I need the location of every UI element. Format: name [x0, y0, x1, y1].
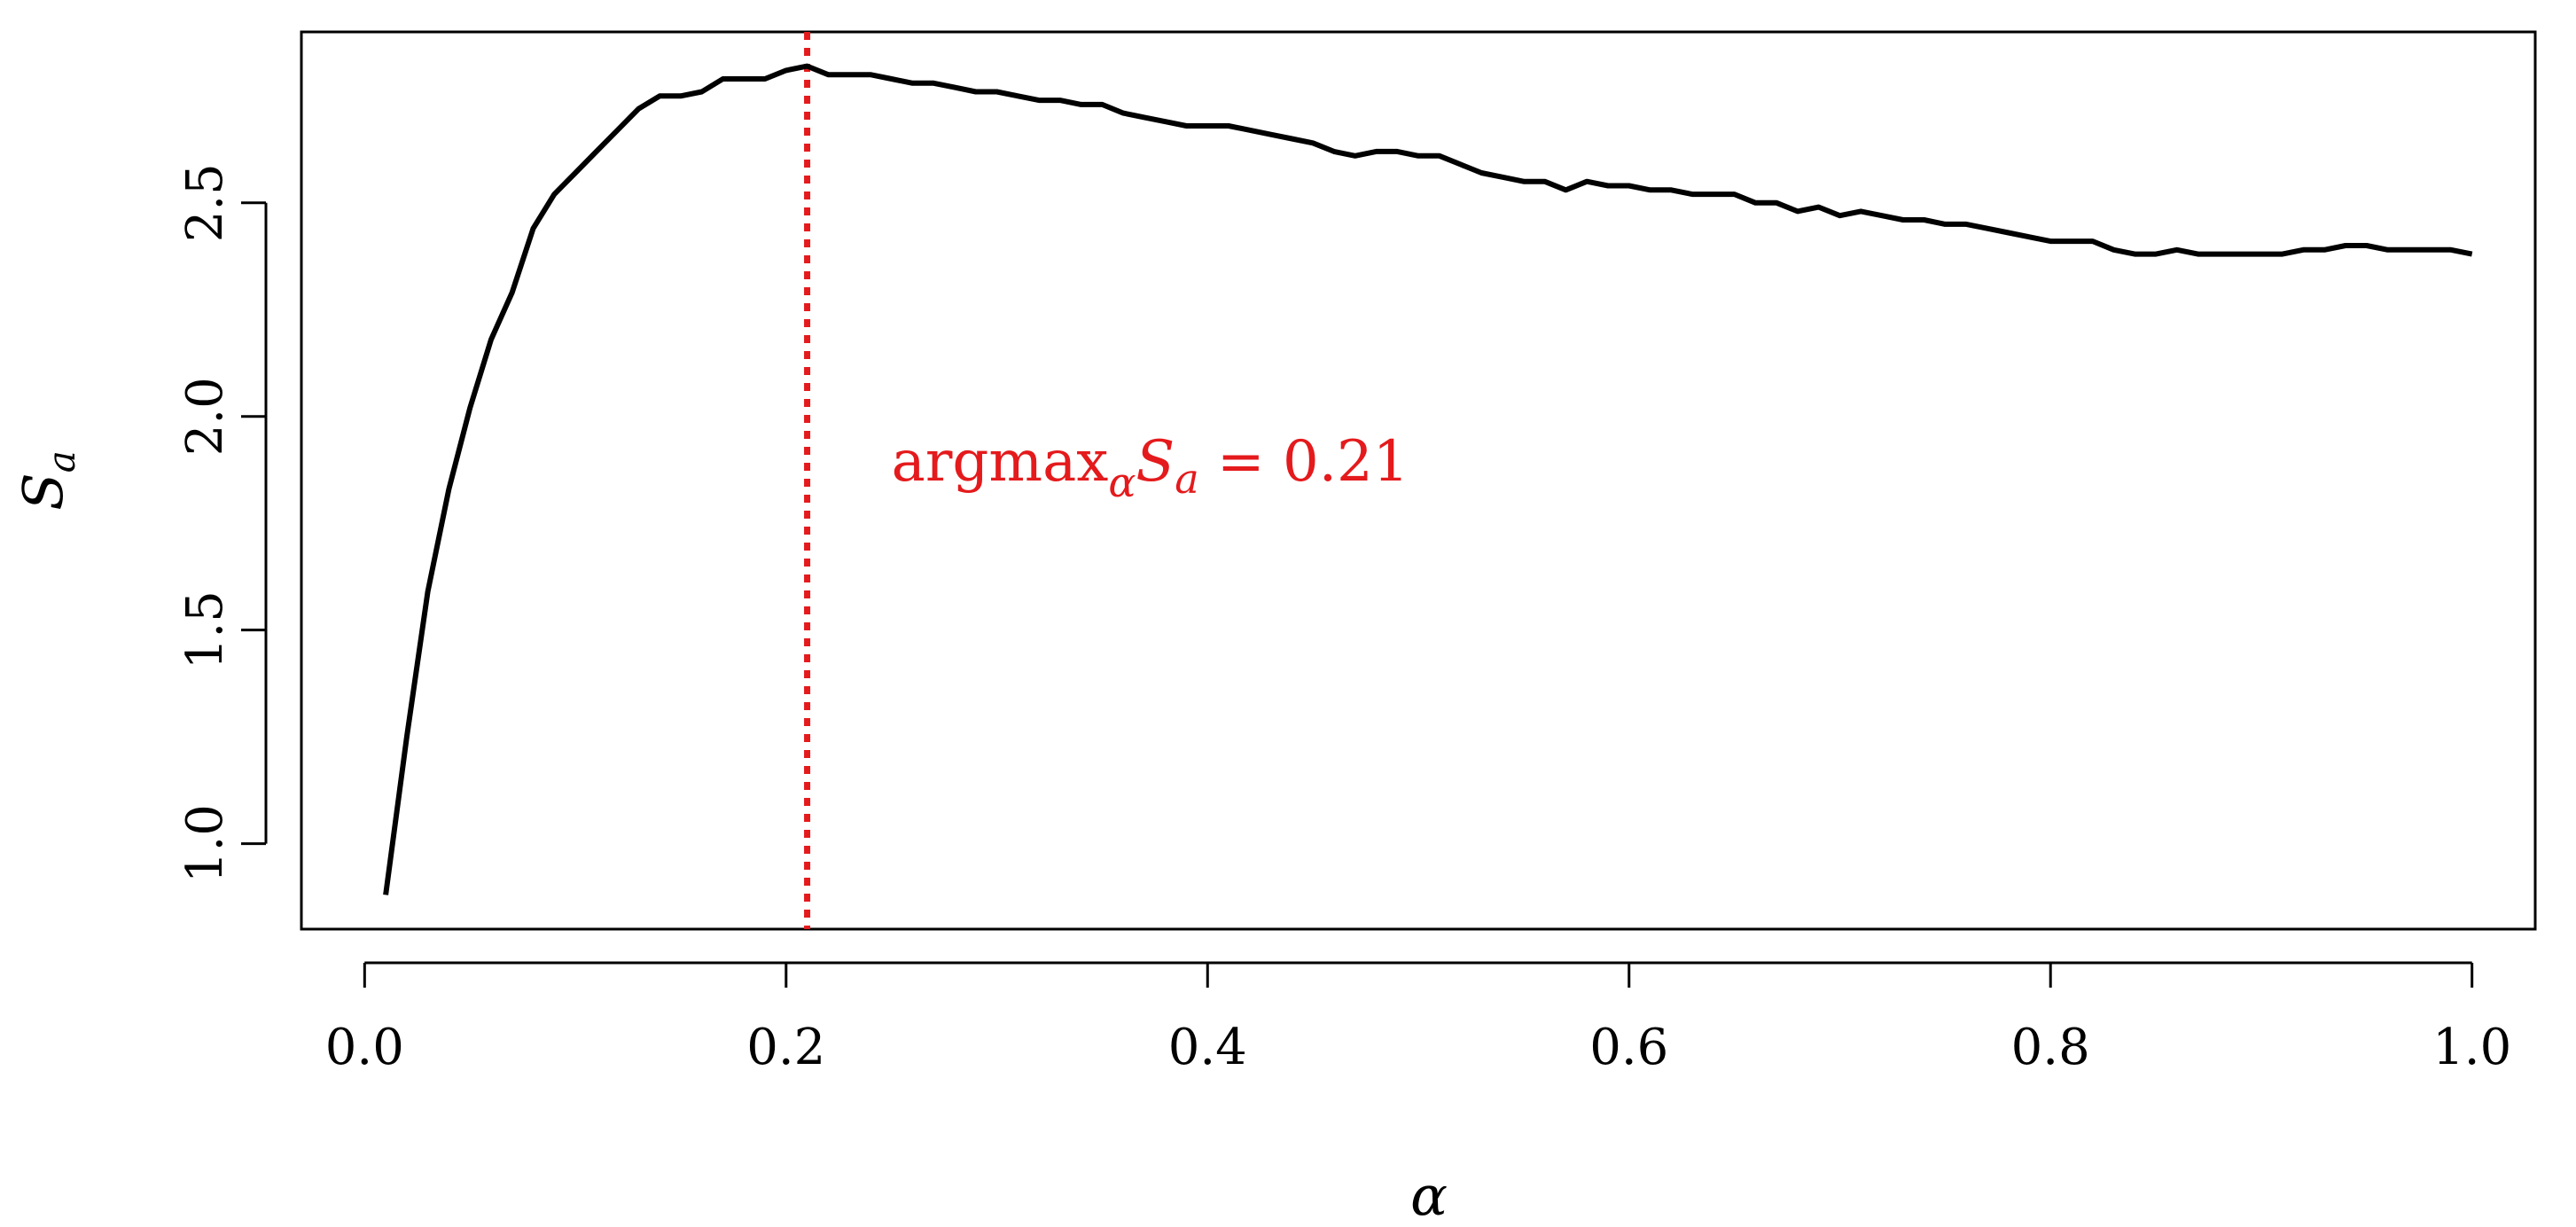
x-axis-title: α [1410, 1163, 1448, 1227]
series-points [383, 64, 2475, 898]
x-tick-label: 1.0 [2432, 1019, 2511, 1076]
y-axis-title: Sa [11, 450, 83, 511]
annotation-var-sub: a [1175, 455, 1198, 503]
x-tick-label: 0.4 [1168, 1019, 1247, 1076]
x-tick-label: 0.0 [325, 1019, 404, 1076]
y-axis: 1.0 1.5 2.0 2.5 [176, 163, 268, 883]
plot-frame [300, 30, 2537, 931]
y-axis-title-sub: a [40, 450, 83, 473]
y-tick-label: 1.0 [176, 804, 234, 883]
x-axis: 0.0 0.2 0.4 0.6 0.8 1.0 [325, 961, 2511, 1076]
y-tick-label: 1.5 [176, 590, 234, 669]
x-tick-label: 0.6 [1589, 1019, 1668, 1076]
y-tick-label: 2.0 [176, 377, 234, 456]
argmax-annotation: argmaxαSa = 0.21 [892, 429, 1409, 506]
series-line [383, 63, 2473, 895]
annotation-var: S [1136, 429, 1175, 495]
y-axis-title-main: S [11, 473, 75, 510]
annotation-main: argmax [892, 429, 1109, 495]
x-tick-label: 0.8 [2011, 1019, 2090, 1076]
annotation-sub: α [1108, 458, 1136, 506]
x-tick-label: 0.2 [746, 1019, 825, 1076]
y-tick-label: 2.5 [176, 163, 234, 242]
annotation-rest: = 0.21 [1199, 429, 1409, 495]
